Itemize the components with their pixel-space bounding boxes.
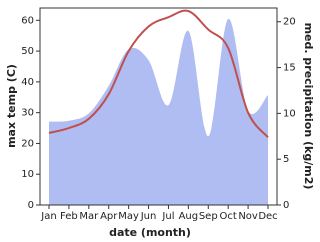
y-tick-label: 20: [21, 138, 34, 149]
x-tick-label: Oct: [220, 211, 237, 222]
y-tick-label: 40: [21, 77, 34, 88]
x-tick-label: Dec: [258, 211, 277, 222]
y2-tick-label: 0: [283, 200, 289, 211]
y-tick-label: 60: [21, 15, 34, 26]
x-axis-label: date (month): [109, 226, 191, 239]
y-tick-label: 10: [21, 169, 34, 180]
x-tick-label: Sep: [199, 211, 218, 222]
y-tick-label: 50: [21, 46, 34, 57]
plot-frame: [39, 7, 278, 206]
temp-line: [48, 9, 269, 138]
y2-tick-label: 5: [283, 154, 289, 165]
x-tick-label: Jan: [40, 211, 56, 222]
x-tick-label: May: [118, 211, 139, 222]
y2-tick-label: 10: [283, 108, 296, 119]
x-tick-label: Apr: [100, 211, 118, 222]
y-axis-label: max temp (C): [5, 64, 18, 148]
x-tick-label: Mar: [79, 211, 99, 222]
x-tick-label: Jul: [161, 211, 174, 222]
x-tick-label: Feb: [60, 211, 78, 222]
y2-tick-label: 20: [283, 17, 296, 28]
x-tick-label: Jun: [140, 211, 157, 222]
x-tick-label: Nov: [238, 211, 258, 222]
precip-area: [49, 18, 268, 205]
y2-tick-label: 15: [283, 63, 296, 74]
x-tick-label: Aug: [179, 211, 199, 222]
y-tick-label: 0: [28, 200, 34, 211]
y2-axis-label: med. precipitation (kg/m2): [302, 23, 315, 190]
y-tick-label: 30: [21, 108, 34, 119]
